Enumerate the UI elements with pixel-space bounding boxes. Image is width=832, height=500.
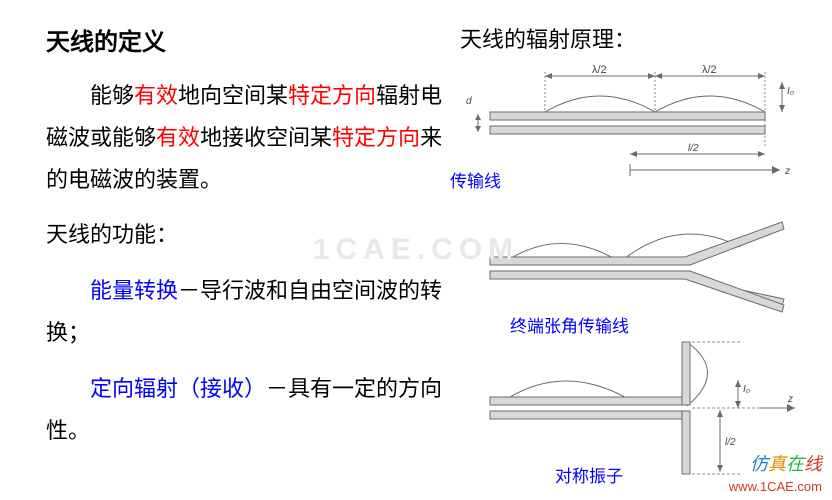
svg-text:I₀: I₀: [743, 384, 750, 395]
label-flared-line: 终端张角传输线: [510, 312, 629, 337]
svg-text:l/2: l/2: [725, 437, 736, 448]
main-title: 天线的定义: [46, 22, 446, 57]
txt: 能够: [90, 83, 134, 108]
brand-char: 在: [786, 454, 804, 474]
svg-text:z: z: [787, 394, 793, 405]
slide: 1CAE.COM 天线的定义 能够有效地向空间某特定方向辐射电磁波或能够有效地接…: [0, 0, 832, 500]
right-column: 天线的辐射原理： λ/2 λ/2: [460, 22, 805, 482]
brand-char: 仿: [750, 454, 768, 474]
definition-paragraph: 能够有效地向空间某特定方向辐射电磁波或能够有效地接收空间某特定方向来的电磁波的装…: [46, 75, 446, 200]
svg-text:λ/2: λ/2: [702, 64, 717, 76]
txt: 地向空间某: [178, 83, 288, 108]
footer-brand: 仿真在线: [750, 450, 822, 476]
radiation-diagram: λ/2 λ/2 I₀ d: [460, 62, 805, 482]
svg-text:z: z: [784, 166, 790, 177]
function-title: 天线的功能：: [46, 214, 446, 256]
brand-char: 线: [804, 454, 822, 474]
diagram-flared-line: [490, 222, 784, 312]
txt: 地接收空间某: [200, 125, 332, 150]
label-transmission-line: 传输线: [450, 167, 501, 192]
svg-text:d: d: [466, 96, 472, 107]
txt-blue: 能量转换: [90, 278, 178, 303]
svg-text:l/2: l/2: [688, 143, 699, 154]
function-p2: 定向辐射（接收）－具有一定的方向性。: [46, 368, 446, 452]
left-column: 天线的定义 能够有效地向空间某特定方向辐射电磁波或能够有效地接收空间某特定方向来…: [46, 22, 446, 465]
txt-red: 有效: [134, 83, 178, 108]
label-dipole: 对称振子: [555, 462, 623, 487]
svg-text:I₀: I₀: [787, 86, 794, 97]
txt-red: 特定方向: [332, 125, 420, 150]
right-title: 天线的辐射原理：: [460, 22, 805, 54]
txt-red: 特定方向: [288, 83, 376, 108]
txt-blue: 定向辐射（接收）: [90, 376, 266, 401]
brand-char: 真: [768, 454, 786, 474]
diagram-transmission-line: λ/2 λ/2 I₀ d: [466, 64, 794, 177]
diagram-area: λ/2 λ/2 I₀ d: [460, 62, 805, 482]
function-p1: 能量转换－导行波和自由空间波的转换；: [46, 270, 446, 354]
footer-url: www.1CAE.com: [729, 479, 822, 494]
txt-red: 有效: [156, 125, 200, 150]
svg-text:λ/2: λ/2: [592, 64, 607, 76]
